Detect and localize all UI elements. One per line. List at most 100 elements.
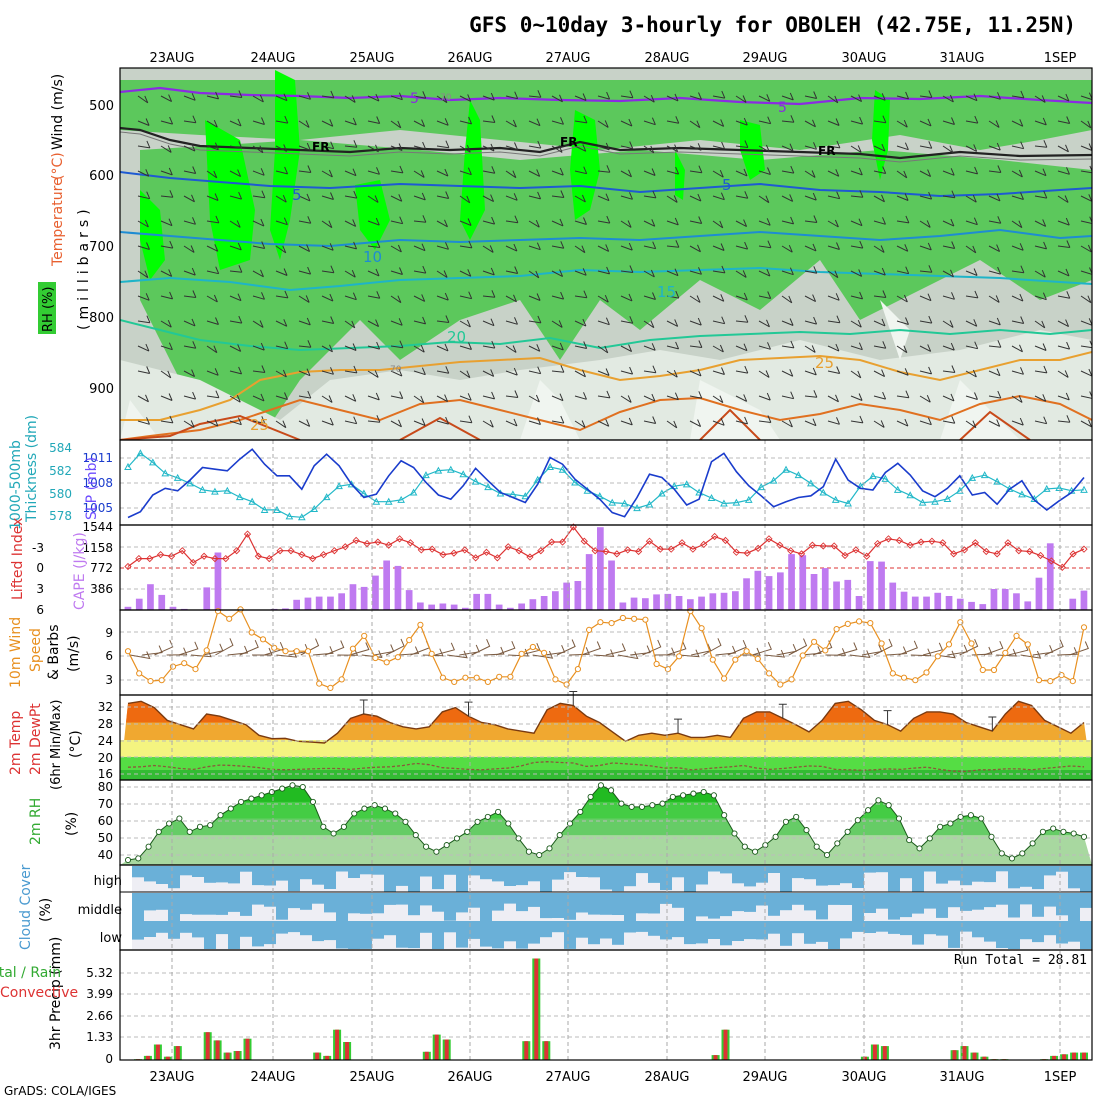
surface-barb xyxy=(703,638,722,656)
surface-barb xyxy=(678,649,700,658)
cape-bar xyxy=(1080,590,1088,610)
cloud-cell xyxy=(852,921,865,932)
cloud-cell xyxy=(804,866,817,880)
wind-barb xyxy=(712,344,724,353)
wind-barb xyxy=(620,141,634,149)
wind-barb xyxy=(620,90,634,99)
rh-bright-green-4 xyxy=(355,180,390,250)
wind-barb xyxy=(942,94,954,103)
cloud-cell xyxy=(156,866,169,884)
wind-barb xyxy=(919,265,933,273)
cloud-ylabel: Cloud Cover xyxy=(18,864,34,950)
contour-label-25-b: 25 xyxy=(250,416,269,434)
wind-barb xyxy=(781,143,794,152)
wind-barb xyxy=(528,394,540,403)
cloud-cell xyxy=(1032,921,1045,943)
cloud-cell xyxy=(1056,866,1069,872)
wind-barb xyxy=(1057,195,1069,203)
wind-barb xyxy=(597,345,609,354)
cloud-cell xyxy=(900,921,913,936)
li-marker xyxy=(819,542,827,550)
thickness-marker xyxy=(757,483,766,491)
rh-tick-70: 70 xyxy=(98,797,113,811)
thickness-marker xyxy=(1018,490,1026,498)
cloud-cell xyxy=(384,921,397,936)
li-marker xyxy=(1015,547,1023,555)
wind-barb xyxy=(827,95,839,104)
cloud-cell xyxy=(348,893,361,914)
cloud-cell xyxy=(492,893,505,911)
wind-barb xyxy=(436,270,448,278)
precip-bar-convective xyxy=(713,1055,718,1060)
surface-barb xyxy=(495,641,516,656)
wind-barb xyxy=(1057,240,1071,248)
surface-barb xyxy=(983,641,1004,656)
wind-barb xyxy=(919,395,931,403)
cape-bar xyxy=(878,561,885,610)
wind-barb xyxy=(712,265,726,274)
wind-barb xyxy=(666,370,678,378)
cape-bar xyxy=(732,591,739,610)
cape-bar xyxy=(923,596,930,610)
wind-barb xyxy=(873,290,887,298)
wind-barb xyxy=(804,367,817,376)
wind-barb xyxy=(666,268,679,277)
wind-ylabel-unit: (m/s) xyxy=(66,635,82,672)
cloud-cell xyxy=(276,866,289,881)
precip-bar-convective xyxy=(145,1055,150,1060)
cloud-cell xyxy=(708,893,721,919)
precip-bar-convective xyxy=(175,1046,180,1060)
precip-bar-convective xyxy=(165,1056,170,1060)
wind-barb xyxy=(298,165,312,173)
wind-barb xyxy=(689,120,701,129)
cloud-cell-bg xyxy=(240,866,253,892)
wind-barb xyxy=(137,394,149,403)
surface-barb xyxy=(837,642,858,656)
rh-bright-green-6 xyxy=(570,110,600,220)
li-marker xyxy=(232,547,241,555)
cloud-cell xyxy=(816,866,829,886)
cloud-cell xyxy=(336,921,349,949)
rh-marker xyxy=(947,820,954,827)
precip-bar-convective xyxy=(245,1038,250,1060)
thickness-marker xyxy=(471,477,480,485)
cloud-cell xyxy=(444,866,457,875)
rh-ylabel: 2m RH xyxy=(28,798,44,845)
wind-barb xyxy=(965,420,977,429)
li-marker xyxy=(482,548,491,556)
thickness-marker xyxy=(918,498,927,506)
cloud-cell xyxy=(252,866,265,886)
surface-barb xyxy=(654,647,676,656)
cape-bar xyxy=(810,574,818,610)
wind-barb xyxy=(689,165,703,174)
wind-barb xyxy=(298,368,311,377)
wind-barb xyxy=(436,191,450,199)
wind-barb xyxy=(942,365,956,373)
wind-barb xyxy=(275,217,288,226)
li-marker xyxy=(243,530,252,538)
wind-marker xyxy=(417,621,424,628)
cloud-cell xyxy=(744,866,757,887)
thickness-marker xyxy=(136,449,145,457)
contour-label-20: 20 xyxy=(447,328,466,346)
rh-marker xyxy=(937,823,944,830)
li-marker xyxy=(1080,545,1088,553)
wind-marker xyxy=(439,674,446,681)
cloud-cell xyxy=(996,921,1009,948)
cloud-cell xyxy=(372,866,385,875)
wind-barb xyxy=(390,295,402,304)
rh-marker xyxy=(823,851,831,859)
li-marker xyxy=(374,538,382,546)
wind-barb xyxy=(344,117,357,126)
cloud-cell xyxy=(408,866,421,892)
day-labels-bottom: 23AUG 24AUG 25AUG 26AUG 27AUG 28AUG 29AUG 30AUG… xyxy=(149,1070,1076,1085)
wind-marker xyxy=(428,650,435,657)
wind-barb xyxy=(873,143,886,152)
cloud-cell xyxy=(564,866,577,873)
rh-marker xyxy=(885,802,892,809)
cloud-cell xyxy=(1008,893,1021,918)
wind-barb xyxy=(666,116,680,124)
wind-barb xyxy=(873,194,885,203)
wind-barb xyxy=(252,393,265,402)
cloud-cell xyxy=(924,866,937,872)
